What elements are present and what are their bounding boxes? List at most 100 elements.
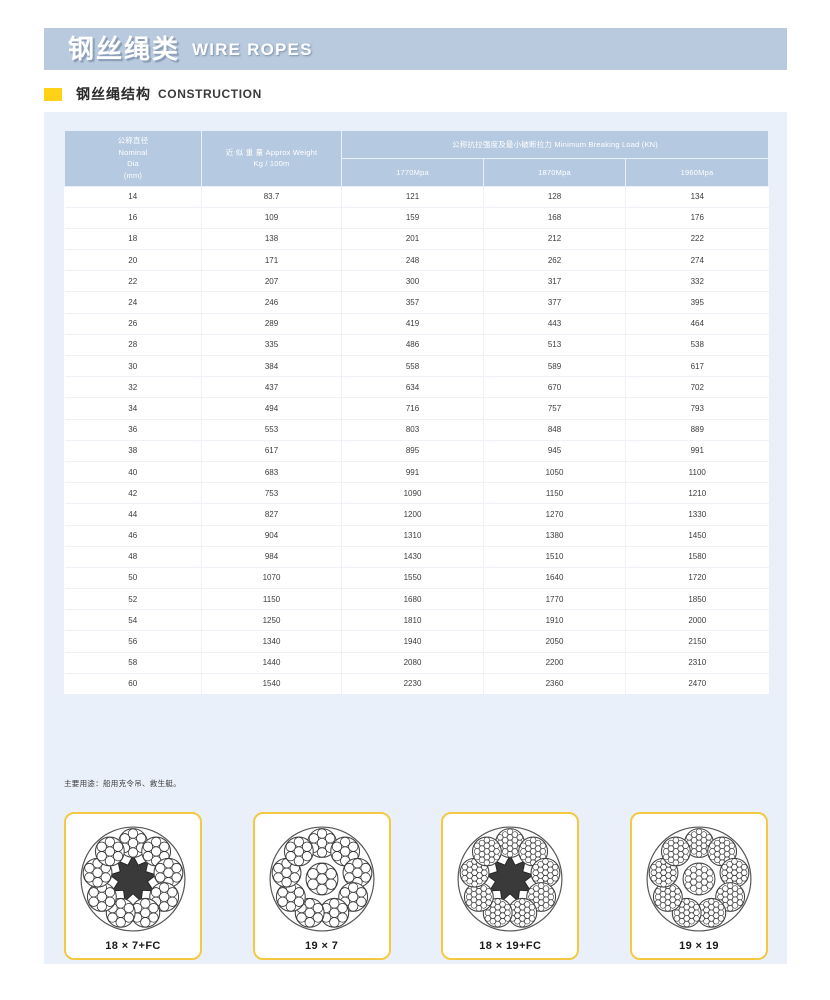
page-title-en: WIRE ROPES [192,39,313,59]
cell-weight: 109 [201,207,342,229]
cell-g1770: 1310 [341,525,484,547]
cell-g1870: 670 [483,376,626,399]
construction-label: 18 × 7+FC [105,940,161,952]
construction-card[interactable]: 18 × 19+FC [441,812,580,960]
cell-dia: 48 [64,546,202,568]
cell-g1870: 128 [483,186,626,208]
table-row: 34 494 716 757 793 [64,397,769,420]
cell-g1960: 2470 [624,673,769,694]
table-row: 26 289 419 443 464 [64,313,769,335]
cell-dia: 40 [64,461,202,484]
cell-g1870: 1050 [483,461,626,484]
construction-card[interactable]: 19 × 19 [629,812,768,960]
cell-g1870: 513 [483,334,626,357]
cell-g1770: 895 [341,440,484,462]
cell-g1960: 702 [624,376,769,399]
cell-weight: 289 [201,313,342,335]
table-row: 54 1250 1810 1910 2000 [64,609,769,632]
section-heading: 钢丝绳结构 CONSTRUCTION [44,84,262,104]
cell-g1770: 634 [341,376,484,399]
table-row: 24 246 357 377 395 [64,291,769,314]
cell-weight: 1150 [201,588,342,611]
cell-weight: 246 [201,291,342,314]
cell-g1770: 357 [341,291,484,314]
cell-g1770: 1940 [341,630,484,653]
cell-g1960: 991 [624,440,769,462]
cell-g1770: 1430 [341,546,484,568]
table-row: 20 171 248 262 274 [64,249,769,272]
cell-weight: 753 [201,482,342,505]
cell-weight: 1070 [201,567,342,590]
table-header-row-primary: 公称直径 Nominal Dia (mm) 近 似 重 量 Approx Wei… [64,129,770,187]
cell-g1960: 176 [624,207,769,229]
yellow-square-icon [44,87,62,101]
table-row: 50 1070 1550 1640 1720 [64,567,769,590]
rope-cross-section-diagram [646,826,752,932]
cell-g1870: 168 [483,207,626,229]
cell-dia: 56 [64,630,202,653]
cell-dia: 58 [64,652,202,674]
cell-weight: 437 [201,376,342,399]
section-title-cn: 钢丝绳结构 [76,86,151,102]
cell-weight: 83.7 [201,186,342,208]
cell-g1960: 793 [624,397,769,420]
cell-g1770: 1680 [341,588,484,611]
cell-dia: 32 [64,376,202,399]
cell-g1960: 395 [624,291,769,314]
col-header-breaking-load: 公称抗拉强度及最小破断拉力 Minimum Breaking Load (KN) [340,129,770,160]
cell-g1870: 1270 [483,503,626,526]
cell-g1870: 1640 [483,567,626,590]
cell-g1870: 589 [483,355,626,378]
construction-card[interactable]: 19 × 7 [252,812,391,960]
table-row: 32 437 634 670 702 [64,376,769,399]
cell-g1770: 300 [341,270,484,293]
cell-g1960: 1100 [624,461,769,484]
cell-weight: 138 [201,228,342,251]
construction-card[interactable]: 18 × 7+FC [64,812,202,960]
cell-g1960: 1210 [624,482,769,505]
col-header-grade-1770: 1770Mpa [341,158,484,187]
cell-g1770: 201 [341,228,484,251]
col-header-grade-1960: 1960Mpa [624,158,770,187]
rope-cross-section-diagram [457,826,563,932]
construction-label: 18 × 19+FC [479,940,542,952]
cell-g1870: 2050 [483,630,626,653]
cell-g1770: 558 [341,355,484,378]
cell-dia: 20 [64,249,202,272]
page-title-band: 钢丝绳类 WIRE ROPES [44,28,787,70]
cell-g1770: 1550 [341,567,484,590]
cell-weight: 984 [201,546,342,568]
cell-g1960: 1580 [624,546,769,568]
cell-g1960: 332 [624,270,769,293]
cell-dia: 42 [64,482,202,505]
cell-weight: 553 [201,419,342,441]
cell-g1870: 212 [483,228,626,251]
cell-weight: 1440 [201,652,342,674]
cell-g1770: 1810 [341,609,484,632]
cell-dia: 18 [64,228,202,251]
cell-weight: 827 [201,503,342,526]
cell-dia: 60 [64,673,202,694]
table-row: 60 1540 2230 2360 2470 [64,673,769,694]
cell-g1870: 945 [483,440,626,462]
cell-g1870: 443 [483,313,626,335]
cell-weight: 494 [201,397,342,420]
nominal-dia-cn: 公称直径 [117,136,149,145]
cell-g1870: 262 [483,249,626,272]
cell-g1770: 1090 [341,482,484,505]
cell-g1960: 2000 [624,609,769,632]
cell-g1960: 274 [624,249,769,272]
content-panel: 公称直径 Nominal Dia (mm) 近 似 重 量 Approx Wei… [44,112,787,964]
cell-g1770: 716 [341,397,484,420]
cell-dia: 54 [64,609,202,632]
cell-g1870: 1150 [483,482,626,505]
rope-cross-section-diagram [80,826,186,932]
wire-rope-spec-table: 公称直径 Nominal Dia (mm) 近 似 重 量 Approx Wei… [64,129,770,694]
cell-g1870: 2200 [483,652,626,674]
usage-note: 主要用途：船用克令吊、救生艇。 [64,779,181,788]
table-row: 30 384 558 589 617 [64,355,769,378]
cell-weight: 1340 [201,630,342,653]
cell-g1870: 2360 [483,673,626,694]
cell-g1870: 757 [483,397,626,420]
cell-g1870: 1510 [483,546,626,568]
